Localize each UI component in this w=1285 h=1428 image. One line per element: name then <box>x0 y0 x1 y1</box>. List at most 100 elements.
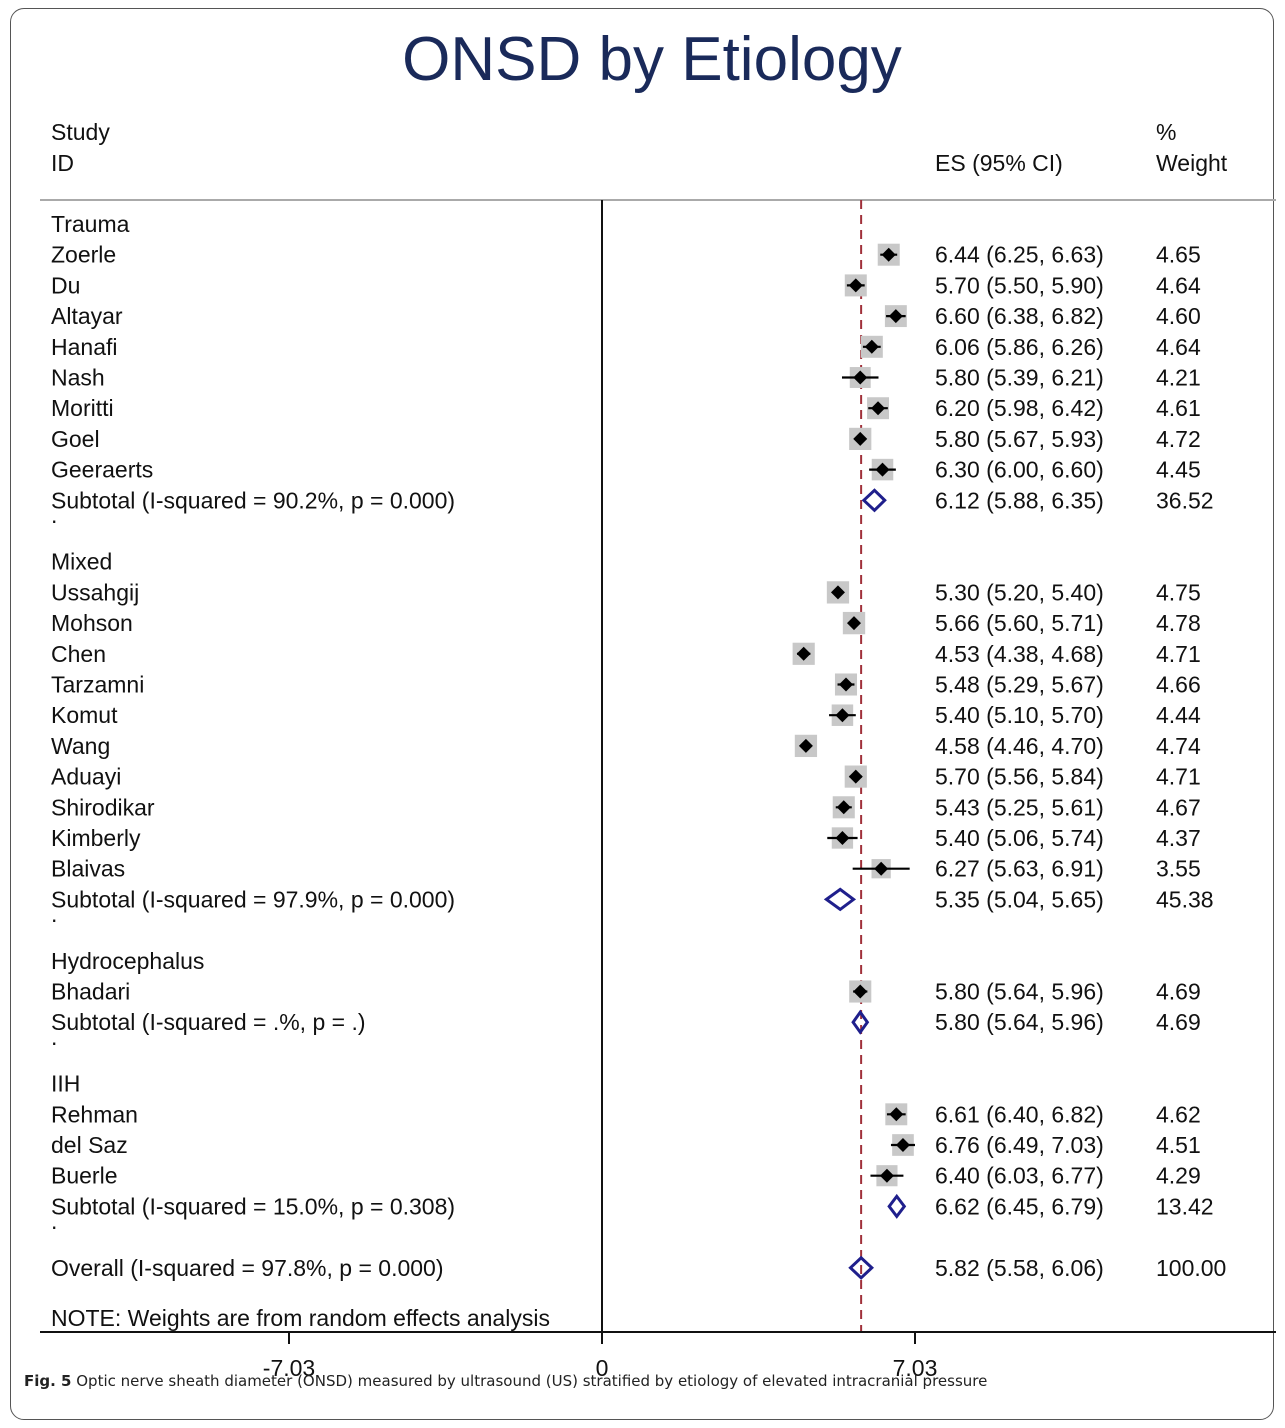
effect-size-text: 6.62 (6.45, 6.79) <box>935 1193 1104 1219</box>
weight-text: 4.64 <box>1156 272 1201 298</box>
point-estimate-marker <box>871 401 886 416</box>
effect-size-text: 6.27 (5.63, 6.91) <box>935 856 1104 882</box>
weight-text: 4.66 <box>1156 672 1201 698</box>
point-estimate-marker <box>835 708 850 723</box>
weight-text: 4.44 <box>1156 702 1201 728</box>
weight-text: 4.78 <box>1156 610 1201 636</box>
study-label: Moritti <box>51 395 114 421</box>
point-estimate-marker <box>853 984 868 999</box>
weight-text: 4.74 <box>1156 733 1201 759</box>
study-label: Hanafi <box>51 334 117 360</box>
point-estimate-marker <box>853 431 868 446</box>
weight-text: 4.69 <box>1156 1009 1201 1035</box>
overall-label: Overall (I-squared = 97.8%, p = 0.000) <box>51 1255 444 1281</box>
subtotal-label: Subtotal (I-squared = 97.9%, p = 0.000) <box>51 886 455 912</box>
weight-text: 4.45 <box>1156 457 1201 483</box>
effect-size-text: 6.06 (5.86, 6.26) <box>935 334 1104 360</box>
subtotal-label: Subtotal (I-squared = 90.2%, p = 0.000) <box>51 487 455 513</box>
figure-caption: Fig. 5 Optic nerve sheath diameter (ONSD… <box>24 1372 1264 1390</box>
effect-size-text: 5.66 (5.60, 5.71) <box>935 610 1104 636</box>
point-estimate-marker <box>895 1138 910 1152</box>
figure-frame <box>10 8 1274 1420</box>
subtotal-diamond <box>823 887 857 912</box>
weight-text: 4.71 <box>1156 764 1201 790</box>
weight-text: 4.21 <box>1156 365 1201 391</box>
weight-text: 4.65 <box>1156 242 1201 268</box>
weight-text: 36.52 <box>1156 487 1214 513</box>
caption-text: Optic nerve sheath diameter (ONSD) measu… <box>71 1372 988 1390</box>
effect-size-text: 5.35 (5.04, 5.65) <box>935 886 1104 912</box>
weight-text: 45.38 <box>1156 886 1214 912</box>
point-estimate-marker <box>798 738 813 753</box>
weight-text: 13.42 <box>1156 1193 1214 1219</box>
chart-title: ONSD by Etiology <box>402 25 902 94</box>
header-study: Study <box>51 119 110 145</box>
effect-size-text: 5.48 (5.29, 5.67) <box>935 672 1104 698</box>
group-spacer-dot: . <box>51 1024 57 1050</box>
weight-text: 4.29 <box>1156 1163 1201 1189</box>
group-spacer-dot: . <box>51 901 57 927</box>
effect-size-text: 5.40 (5.06, 5.74) <box>935 825 1104 851</box>
study-label: Du <box>51 272 80 298</box>
point-estimate-marker <box>848 769 863 784</box>
effect-size-text: 5.80 (5.67, 5.93) <box>935 426 1104 452</box>
point-estimate-marker <box>888 309 903 324</box>
effect-size-text: 5.80 (5.64, 5.96) <box>935 979 1104 1005</box>
weight-text: 3.55 <box>1156 856 1201 882</box>
study-label: Altayar <box>51 303 123 329</box>
point-estimate-marker <box>889 1107 904 1122</box>
weight-text: 4.71 <box>1156 641 1201 667</box>
subtotal-diamond <box>851 1009 870 1035</box>
study-label: Zoerle <box>51 242 116 268</box>
x-tick-label: 7.03 <box>893 1355 938 1381</box>
header-percent: % <box>1156 119 1176 145</box>
study-label: Geeraerts <box>51 457 153 483</box>
study-label: Wang <box>51 733 110 759</box>
group-label: Hydrocephalus <box>51 948 204 974</box>
group-spacer-dot: . <box>51 1208 57 1234</box>
effect-size-text: 6.76 (6.49, 7.03) <box>935 1132 1104 1158</box>
effect-size-text: 5.30 (5.20, 5.40) <box>935 579 1104 605</box>
weight-text: 4.37 <box>1156 825 1201 851</box>
subtotal-diamond <box>887 1193 907 1219</box>
weight-text: 4.61 <box>1156 395 1201 421</box>
effect-size-text: 5.82 (5.58, 6.06) <box>935 1255 1104 1281</box>
study-label: Blaivas <box>51 856 125 882</box>
point-estimate-marker <box>875 462 890 477</box>
study-label: Rehman <box>51 1101 138 1127</box>
weight-text: 4.69 <box>1156 979 1201 1005</box>
study-label: Komut <box>51 702 118 728</box>
effect-size-text: 6.61 (6.40, 6.82) <box>935 1101 1104 1127</box>
point-estimate-marker <box>835 831 850 845</box>
subtotal-label: Subtotal (I-squared = .%, p = .) <box>51 1009 366 1035</box>
effect-size-text: 6.44 (6.25, 6.63) <box>935 242 1104 268</box>
effect-size-text: 4.53 (4.38, 4.68) <box>935 641 1104 667</box>
effect-size-text: 5.43 (5.25, 5.61) <box>935 794 1104 820</box>
header-weight: Weight <box>1156 150 1228 176</box>
study-label: Kimberly <box>51 825 141 851</box>
point-estimate-marker <box>879 1168 894 1183</box>
study-label: del Saz <box>51 1132 128 1158</box>
x-tick-label: 0 <box>596 1355 609 1381</box>
point-estimate-marker <box>847 616 862 631</box>
effect-size-text: 5.80 (5.39, 6.21) <box>935 365 1104 391</box>
point-estimate-marker <box>848 278 863 293</box>
header-es: ES (95% CI) <box>935 150 1063 176</box>
group-spacer-dot: . <box>51 502 57 528</box>
weight-text: 4.67 <box>1156 794 1201 820</box>
weight-text: 4.72 <box>1156 426 1201 452</box>
study-label: Tarzamni <box>51 672 144 698</box>
group-label: Trauma <box>51 211 130 237</box>
point-estimate-marker <box>881 247 896 262</box>
effect-size-text: 6.30 (6.00, 6.60) <box>935 457 1104 483</box>
subtotal-diamond <box>861 488 887 513</box>
weight-text: 4.75 <box>1156 579 1201 605</box>
weight-text: 4.64 <box>1156 334 1201 360</box>
weight-text: 4.60 <box>1156 303 1201 329</box>
header-id: ID <box>51 150 74 176</box>
point-estimate-marker <box>853 370 868 385</box>
point-estimate-marker <box>830 585 845 600</box>
study-label: Aduayi <box>51 764 121 790</box>
study-label: Bhadari <box>51 979 130 1005</box>
